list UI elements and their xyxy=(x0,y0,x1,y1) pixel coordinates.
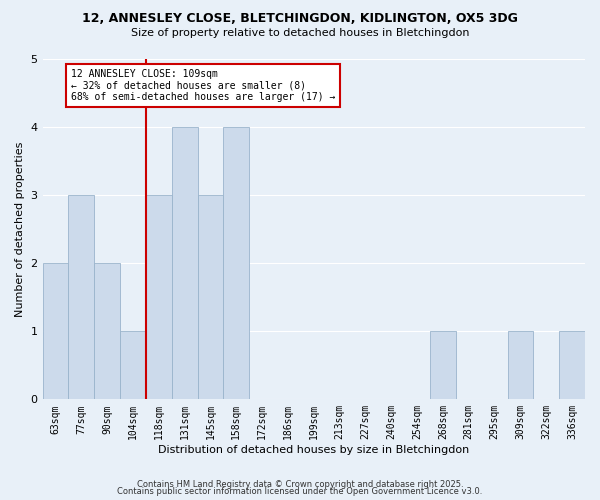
Bar xyxy=(68,195,94,400)
Bar xyxy=(508,332,533,400)
Text: 12, ANNESLEY CLOSE, BLETCHINGDON, KIDLINGTON, OX5 3DG: 12, ANNESLEY CLOSE, BLETCHINGDON, KIDLIN… xyxy=(82,12,518,26)
Text: Size of property relative to detached houses in Bletchingdon: Size of property relative to detached ho… xyxy=(131,28,469,38)
X-axis label: Distribution of detached houses by size in Bletchingdon: Distribution of detached houses by size … xyxy=(158,445,469,455)
Bar xyxy=(197,195,223,400)
Bar xyxy=(223,127,249,400)
Y-axis label: Number of detached properties: Number of detached properties xyxy=(15,142,25,317)
Bar xyxy=(146,195,172,400)
Text: Contains HM Land Registry data © Crown copyright and database right 2025.: Contains HM Land Registry data © Crown c… xyxy=(137,480,463,489)
Bar xyxy=(559,332,585,400)
Bar xyxy=(120,332,146,400)
Text: 12 ANNESLEY CLOSE: 109sqm
← 32% of detached houses are smaller (8)
68% of semi-d: 12 ANNESLEY CLOSE: 109sqm ← 32% of detac… xyxy=(71,69,335,102)
Bar xyxy=(94,263,120,400)
Bar xyxy=(43,263,68,400)
Bar xyxy=(172,127,197,400)
Bar xyxy=(430,332,456,400)
Text: Contains public sector information licensed under the Open Government Licence v3: Contains public sector information licen… xyxy=(118,487,482,496)
